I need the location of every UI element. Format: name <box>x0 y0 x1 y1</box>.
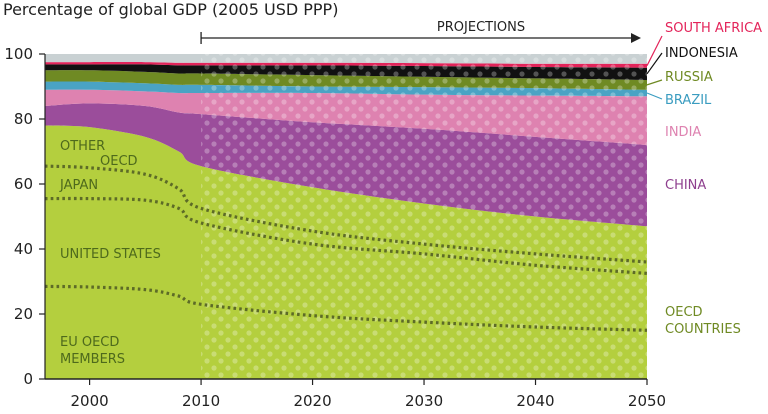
area-dots-russia <box>201 73 647 90</box>
x-tick-label: 2040 <box>516 392 554 410</box>
legend-label-india: INDIA <box>665 125 701 140</box>
y-tick-label: 80 <box>14 110 33 128</box>
area-dots-brazil <box>201 84 647 97</box>
legend: SOUTH AFRICA INDONESIA RUSSIA BRAZIL INDIA CH… <box>646 21 762 337</box>
legend-label-oecd: OECD <box>665 305 703 320</box>
y-tick-label: 40 <box>14 240 33 258</box>
x-tick-label: 2000 <box>70 392 108 410</box>
legend-label-china: CHINA <box>665 178 706 193</box>
inner-label-members: MEMBERS <box>60 352 125 367</box>
inner-label-other: OTHER <box>60 139 105 154</box>
legend-label-brazil: BRAZIL <box>665 93 712 108</box>
x-tick-label: 2030 <box>405 392 443 410</box>
legend-leader-line <box>646 92 663 100</box>
area-dots-south-africa <box>201 62 647 68</box>
area-dots-remainder <box>201 54 647 64</box>
legend-leader-line <box>646 35 663 66</box>
legend-leader-line <box>646 52 663 75</box>
axes <box>39 53 648 385</box>
area-dots-india <box>201 92 647 145</box>
y-tick-label: 100 <box>4 45 33 63</box>
y-axis-title: Percentage of global GDP (2005 USD PPP) <box>3 0 338 19</box>
projections-arrow-head <box>631 33 641 43</box>
legend-label-russia: RUSSIA <box>665 70 713 85</box>
x-tick-label: 2050 <box>628 392 666 410</box>
dotted-line-japan <box>45 164 647 264</box>
dotted-line-us <box>45 196 647 275</box>
area-dots-china <box>201 114 647 227</box>
legend-label-indonesia: INDONESIA <box>665 46 738 61</box>
projections-arrow <box>200 32 641 44</box>
dotted-line-eu <box>45 284 647 332</box>
x-tick-label: 2020 <box>293 392 331 410</box>
projections-label: PROJECTIONS <box>437 20 525 35</box>
area-dots-indonesia <box>201 65 647 80</box>
legend-label-south-africa: SOUTH AFRICA <box>665 21 762 36</box>
y-tick-label: 20 <box>14 305 33 323</box>
inner-label-united-states: UNITED STATES <box>60 247 161 262</box>
legend-leader-line <box>646 79 663 86</box>
x-tick-label: 2010 <box>182 392 220 410</box>
inner-label-japan: JAPAN <box>59 178 98 193</box>
legend-label-countries: COUNTRIES <box>665 322 741 337</box>
inner-label-oecd: OECD <box>100 154 138 169</box>
y-tick-label: 60 <box>14 175 33 193</box>
inner-label-eu-oecd: EU OECD <box>60 335 119 350</box>
oecd-member-lines <box>45 164 647 332</box>
y-tick-label: 0 <box>23 370 33 388</box>
